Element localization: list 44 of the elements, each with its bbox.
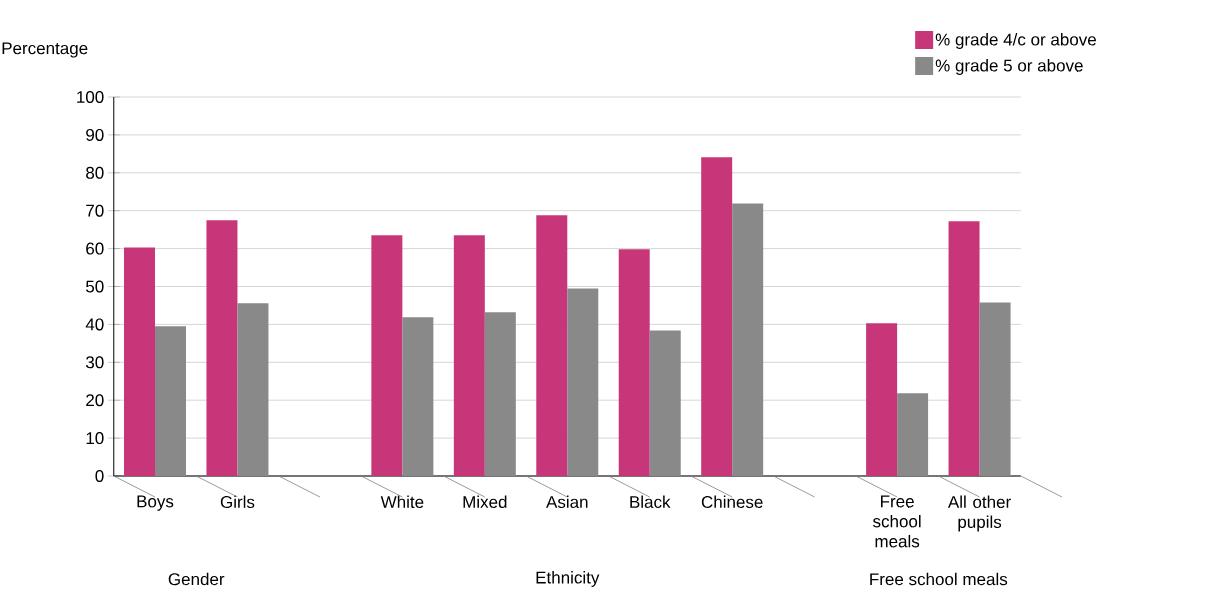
bar [701,157,733,476]
bar [371,235,403,476]
bar [155,326,186,476]
x-tick-label: Asian [546,495,588,509]
bar [979,302,1011,476]
y-tick-label: 40 [85,318,104,331]
bar [124,247,155,476]
y-tick-label: 100 [77,90,104,104]
legend-label: % grade 5 or above [935,59,1083,75]
y-tick-label: 70 [86,204,104,217]
x-tick-label: Black [630,495,671,509]
bar [536,215,568,476]
y-tick-label: 20 [86,394,104,407]
x-tick-label: Chinese [701,495,763,509]
bar [484,312,516,476]
bar [402,317,434,476]
bar [237,303,269,476]
bar [732,203,764,476]
y-tick-label: 30 [85,356,104,369]
y-axis-title: Percentage [2,42,88,58]
text: Gender [168,572,225,586]
text: Ethnicity [536,571,600,587]
y-tick-label: 60 [86,242,104,255]
y-tick-label: 80 [86,166,104,179]
x-tick-label: Girls [220,495,255,509]
bar [618,249,650,476]
y-tick-label: 50 [86,280,104,293]
bar [567,288,599,476]
legend-label: % grade 4/c or above [935,33,1096,49]
y-tick-label: 90 [86,128,104,141]
y-tick-label: 0 [95,469,104,483]
bar [948,221,980,476]
x-tick-label: White [380,495,424,509]
x-tick-label: Boys [137,495,174,511]
text: Free school meals [870,572,1008,586]
bar [649,330,681,476]
bar [866,323,898,476]
x-tick-label: Mixed [463,495,507,509]
x-tick-label: All other pupils [947,495,1011,532]
bar [206,220,238,476]
bar [897,393,929,476]
bar [453,235,485,476]
y-tick-label: 10 [86,432,104,445]
x-tick-label: Free school meals [873,495,921,548]
